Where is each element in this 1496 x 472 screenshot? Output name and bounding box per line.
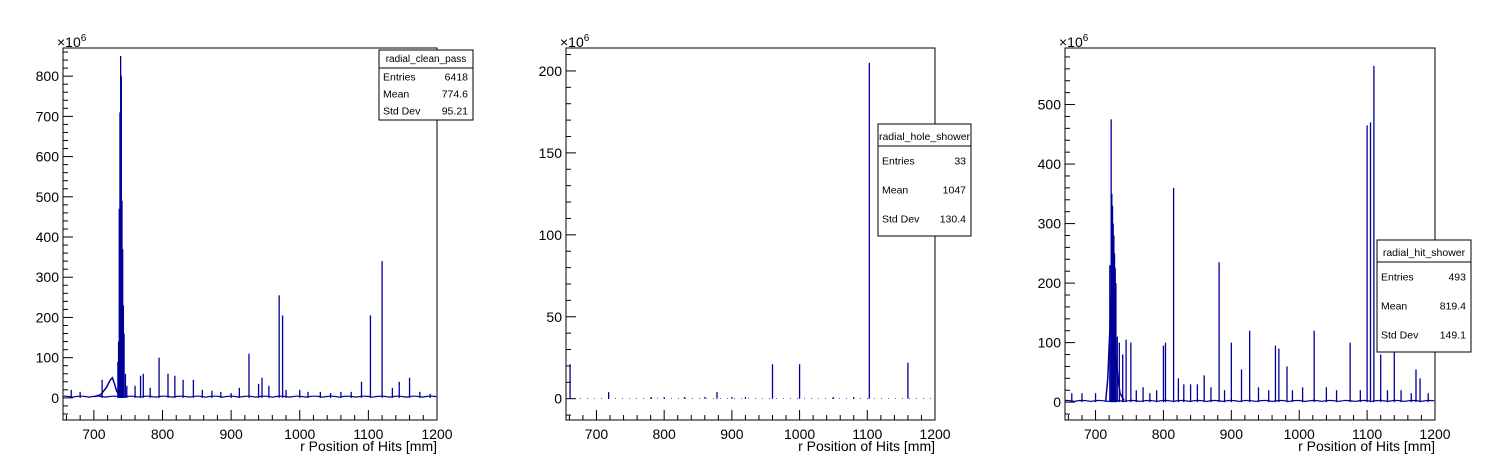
y-tick-label: 100 xyxy=(539,227,563,243)
y-tick-label: 0 xyxy=(1053,394,1061,410)
stats-row-value: 33 xyxy=(954,156,966,168)
stats-row-label: Entries xyxy=(882,156,915,168)
x-tick-label: 900 xyxy=(219,426,243,442)
panel-radial-hole-shower: 700 800 900 1000 1100 1200 0 50 100 150 200 ×106 r P… xyxy=(539,33,972,454)
y-tick-label: 500 xyxy=(36,189,60,205)
stats-row-label: Std Dev xyxy=(383,106,421,118)
y-tick-label: 200 xyxy=(36,309,60,325)
stats-row-label: Entries xyxy=(1381,272,1414,284)
stats-row-value: 130.4 xyxy=(940,214,966,226)
y-axis-exponent-power: 6 xyxy=(584,33,590,44)
stats-row-value: 149.1 xyxy=(1440,330,1466,342)
stats-box: radial_clean_pass Entries 6418 Mean 774.6 Std… xyxy=(378,49,474,121)
stats-box: radial_hit_shower Entries 493 Mean 819.4 Std … xyxy=(1376,239,1472,353)
y-tick-label: 400 xyxy=(1038,156,1062,172)
x-tick-label: 1000 xyxy=(284,426,315,442)
y-axis-exponent-power: 6 xyxy=(1083,33,1089,44)
stats-row-value: 493 xyxy=(1448,272,1466,284)
stats-box-title: radial_clean_pass xyxy=(386,54,467,65)
x-axis-title: r Position of Hits [mm] xyxy=(1298,438,1435,454)
stats-row-value: 1047 xyxy=(943,185,967,197)
stats-box-title: radial_hole_shower xyxy=(879,131,971,143)
stats-row-value: 6418 xyxy=(445,72,469,84)
panel-radial-clean-pass: 700 800 900 1000 1100 1200 0 100 200 300 400 500 600… xyxy=(36,33,474,454)
x-tick-label: 900 xyxy=(720,426,744,442)
histogram-bars xyxy=(1065,65,1435,403)
y-tick-label: 400 xyxy=(36,229,60,245)
stats-row-value: 819.4 xyxy=(1440,301,1466,313)
x-tick-label: 800 xyxy=(652,426,676,442)
x-tick-label: 800 xyxy=(1152,426,1176,442)
histogram-bars xyxy=(63,56,437,398)
x-tick-label: 1200 xyxy=(919,426,950,442)
plot-frame xyxy=(62,47,438,421)
y-tick-label: 0 xyxy=(554,391,562,407)
y-tick-label: 150 xyxy=(539,145,563,161)
x-tick-label: 1200 xyxy=(421,426,452,442)
stats-row-value: 774.6 xyxy=(442,89,468,101)
x-axis-title: r Position of Hits [mm] xyxy=(300,438,437,454)
stats-box-frame xyxy=(877,123,972,237)
stats-box-title: radial_hit_shower xyxy=(1383,247,1466,259)
histogram-bars xyxy=(566,62,935,399)
y-tick-label: 800 xyxy=(36,68,60,84)
stats-row-label: Entries xyxy=(383,72,416,84)
stats-row-value: 95.21 xyxy=(442,106,468,118)
plot-frame xyxy=(1064,47,1436,421)
x-axis-title: r Position of Hits [mm] xyxy=(798,438,935,454)
x-tick-label: 1000 xyxy=(784,426,815,442)
y-tick-label: 50 xyxy=(546,309,562,325)
y-axis-exponent: ×106 xyxy=(560,33,590,50)
x-tick-label: 1100 xyxy=(353,426,383,442)
x-tick-label: 700 xyxy=(585,426,609,442)
x-tick-label: 1200 xyxy=(1419,426,1450,442)
x-tick-label: 1100 xyxy=(1352,426,1382,442)
y-tick-label: 100 xyxy=(36,350,60,366)
y-tick-label: 700 xyxy=(36,108,60,124)
x-tick-label: 900 xyxy=(1220,426,1244,442)
x-tick-label: 1000 xyxy=(1284,426,1315,442)
y-axis-exponent: ×106 xyxy=(57,33,87,50)
stats-row-label: Mean xyxy=(1381,301,1407,313)
stats-box-frame xyxy=(378,49,474,121)
y-tick-label: 500 xyxy=(1038,97,1062,113)
y-axis-exponent: ×106 xyxy=(1059,33,1089,50)
y-tick-label: 100 xyxy=(1038,335,1062,351)
y-tick-label: 600 xyxy=(36,149,60,165)
x-tick-label: 700 xyxy=(82,426,106,442)
y-tick-label: 0 xyxy=(51,390,59,406)
x-tick-label: 1100 xyxy=(852,426,882,442)
stats-row-label: Mean xyxy=(882,185,908,197)
y-tick-label: 300 xyxy=(36,269,60,285)
stats-box: radial_hole_shower Entries 33 Mean 1047 Std D… xyxy=(877,123,972,237)
stats-row-label: Std Dev xyxy=(1381,330,1419,342)
stats-row-label: Mean xyxy=(383,89,409,101)
y-tick-label: 200 xyxy=(1038,275,1062,291)
stats-row-label: Std Dev xyxy=(882,214,920,226)
stats-box-frame xyxy=(1376,239,1472,353)
y-tick-label: 300 xyxy=(1038,216,1062,232)
x-tick-label: 700 xyxy=(1084,426,1108,442)
y-axis-exponent-power: 6 xyxy=(81,33,87,44)
x-tick-label: 800 xyxy=(151,426,175,442)
panel-radial-hit-shower: 700 800 900 1000 1100 1200 0 100 200 300 400 500 ×10… xyxy=(1038,33,1472,454)
y-tick-label: 200 xyxy=(539,63,563,79)
